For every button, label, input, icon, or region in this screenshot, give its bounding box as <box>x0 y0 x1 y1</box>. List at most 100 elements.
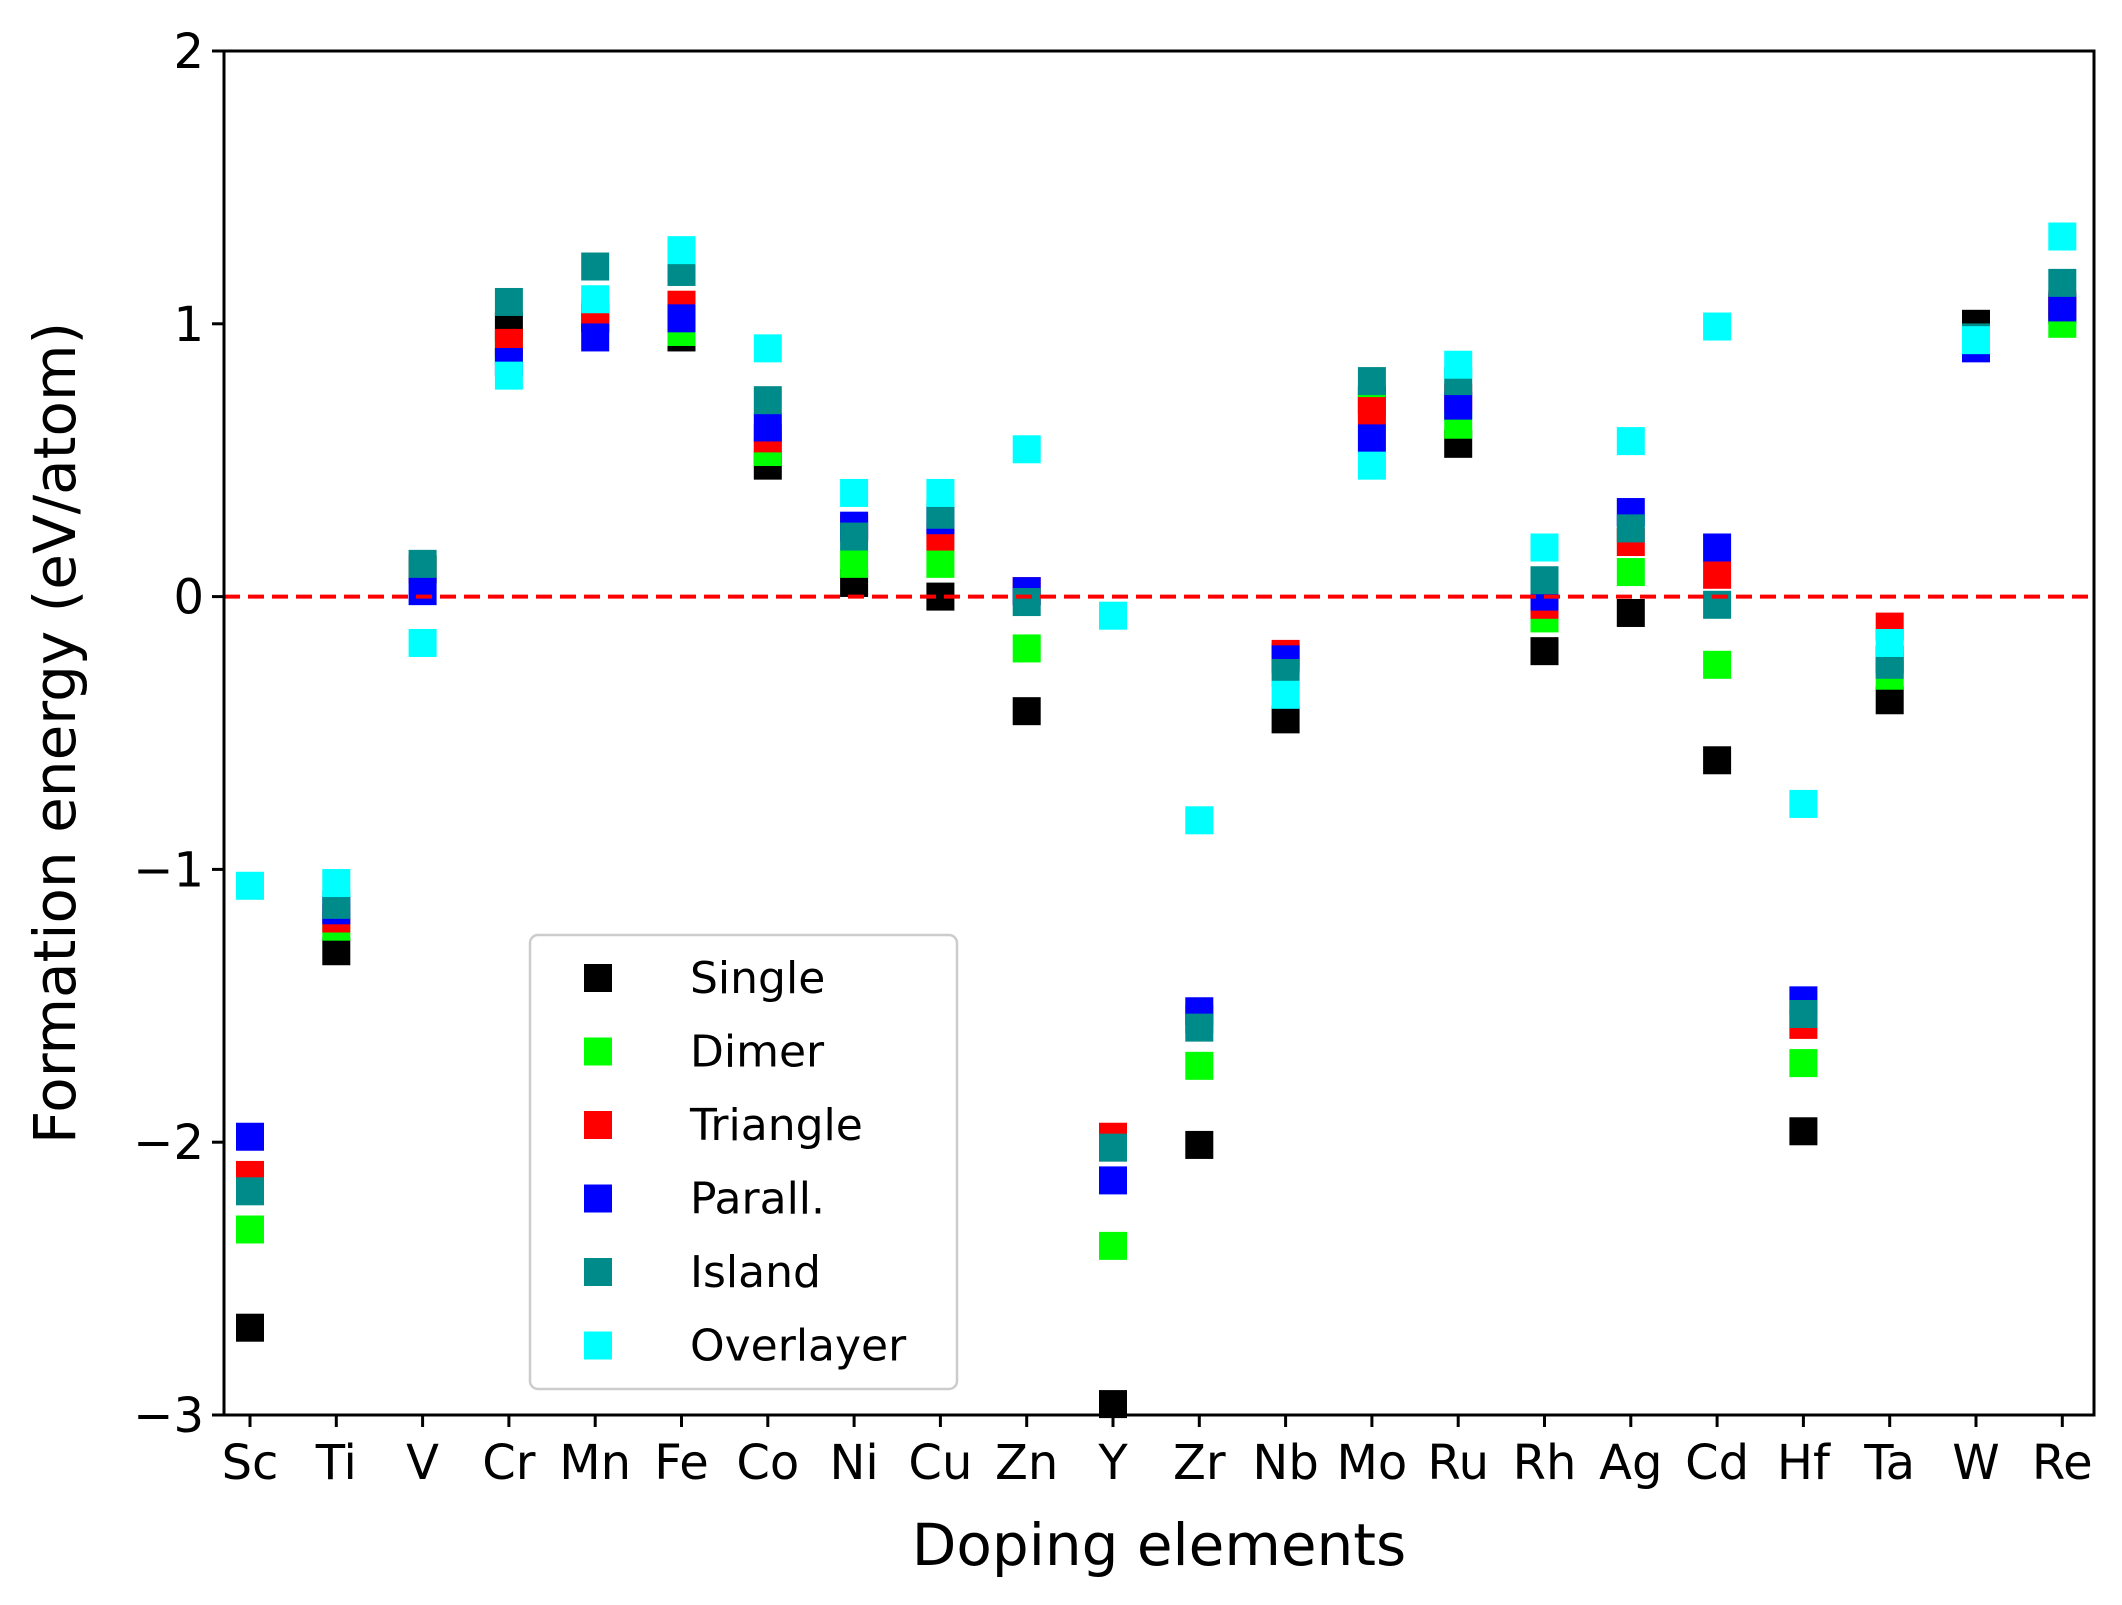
x-tick-label: Cr <box>482 1435 536 1491</box>
plot-frame <box>222 49 2096 1417</box>
legend-marker <box>584 1037 612 1066</box>
x-tick-label: V <box>406 1435 439 1491</box>
x-tick-label: W <box>1952 1435 1999 1491</box>
x-tick-label: Mn <box>559 1435 631 1491</box>
point-island <box>1099 1133 1127 1162</box>
point-parall <box>581 323 610 352</box>
x-tick-label: Ru <box>1427 1435 1489 1491</box>
x-tick-label: Cd <box>1685 1435 1749 1491</box>
point-parall <box>1444 391 1473 420</box>
point-overlayer <box>1530 533 1559 562</box>
x-axis-label: Doping elements <box>912 1511 1406 1579</box>
point-dimer <box>1099 1231 1127 1260</box>
point-overlayer <box>1357 451 1386 480</box>
x-tick-label: Mo <box>1337 1435 1408 1491</box>
point-single <box>322 937 351 966</box>
point-dimer <box>926 549 955 578</box>
point-single <box>1185 1130 1214 1159</box>
x-tick-label: Ag <box>1599 1435 1662 1491</box>
point-dimer <box>1616 558 1645 587</box>
point-island <box>494 287 523 316</box>
y-axis: −3 −2 −1 0 1 2 <box>133 24 224 1444</box>
point-parall <box>408 577 437 606</box>
point-overlayer <box>926 478 955 507</box>
legend-frame <box>528 933 959 1391</box>
point-single <box>1875 686 1904 715</box>
point-dimer <box>840 549 869 578</box>
point-overlayer <box>322 869 351 898</box>
point-parall <box>753 413 782 442</box>
point-single <box>1012 697 1041 726</box>
point-island <box>1530 566 1559 595</box>
point-parall <box>1099 1166 1127 1195</box>
x-tick-label: Fe <box>654 1435 709 1491</box>
x-tick-label: Cu <box>908 1435 972 1491</box>
legend-label: Parall. <box>690 1174 825 1225</box>
point-island <box>1616 514 1645 543</box>
point-overlayer <box>1012 435 1041 464</box>
point-dimer <box>1789 1049 1818 1078</box>
point-parall <box>2048 293 2077 322</box>
point-overlayer <box>753 334 782 363</box>
legend: Single Dimer Triangle Parall. Island Overlaye… <box>528 933 959 1391</box>
point-island <box>1357 367 1386 396</box>
point-single <box>1530 637 1559 666</box>
point-overlayer <box>840 478 869 507</box>
x-tick-label: Co <box>736 1435 799 1491</box>
point-triangle <box>1703 560 1732 589</box>
legend-label: Single <box>690 953 825 1004</box>
y-tick-label: −2 <box>133 1115 204 1171</box>
point-overlayer <box>408 628 437 657</box>
point-overlayer <box>2048 222 2077 251</box>
point-single <box>1099 1390 1127 1419</box>
point-overlayer <box>1099 601 1127 630</box>
point-dimer <box>1185 1051 1214 1080</box>
point-overlayer <box>581 285 610 314</box>
x-tick-label: Ni <box>829 1435 878 1491</box>
y-tick-label: 1 <box>173 297 204 353</box>
point-parall <box>1703 533 1732 562</box>
point-parall <box>667 304 696 333</box>
point-island <box>581 252 610 281</box>
legend-label: Triangle <box>689 1100 863 1151</box>
x-axis: Sc Ti V Cr Mn Fe Co Ni Cu Zn Y Zr Nb Mo Ru Rh Ag Cd Hf Ta W R… <box>222 1415 2093 1491</box>
point-island <box>2048 268 2077 297</box>
legend-label: Overlayer <box>690 1321 907 1372</box>
point-overlayer <box>236 871 264 900</box>
point-overlayer <box>1789 789 1818 818</box>
x-tick-label: Zr <box>1173 1435 1226 1491</box>
x-tick-label: Ti <box>315 1435 357 1491</box>
point-single <box>1789 1117 1818 1146</box>
y-axis-label: Formation energy (eV/atom) <box>21 322 89 1144</box>
point-dimer <box>236 1215 264 1244</box>
point-single <box>1616 598 1645 627</box>
x-tick-label: Rh <box>1513 1435 1577 1491</box>
legend-label: Island <box>690 1247 821 1298</box>
point-triangle <box>1357 397 1386 426</box>
point-island <box>753 386 782 415</box>
point-dimer <box>1012 634 1041 663</box>
x-tick-label: Re <box>2032 1435 2093 1491</box>
legend-marker <box>584 1258 612 1286</box>
point-island <box>1012 588 1041 617</box>
legend-marker <box>584 1111 612 1139</box>
x-tick-label: Hf <box>1777 1435 1831 1491</box>
point-overlayer <box>1185 806 1214 835</box>
point-overlayer <box>1616 427 1645 456</box>
y-tick-label: −1 <box>133 842 204 898</box>
legend-marker <box>584 1331 612 1360</box>
x-tick-label: Y <box>1097 1435 1128 1491</box>
x-tick-label: Zn <box>995 1435 1058 1491</box>
point-parall <box>236 1122 264 1151</box>
point-overlayer <box>494 361 523 390</box>
legend-label: Dimer <box>690 1027 825 1078</box>
point-island <box>408 549 437 578</box>
x-tick-label: Ta <box>1863 1435 1915 1491</box>
point-dimer <box>1703 650 1732 679</box>
point-overlayer <box>1875 628 1904 657</box>
y-tick-label: 2 <box>173 24 204 80</box>
point-overlayer <box>1271 680 1300 709</box>
x-tick-label: Nb <box>1252 1435 1318 1491</box>
point-single <box>1703 746 1732 775</box>
